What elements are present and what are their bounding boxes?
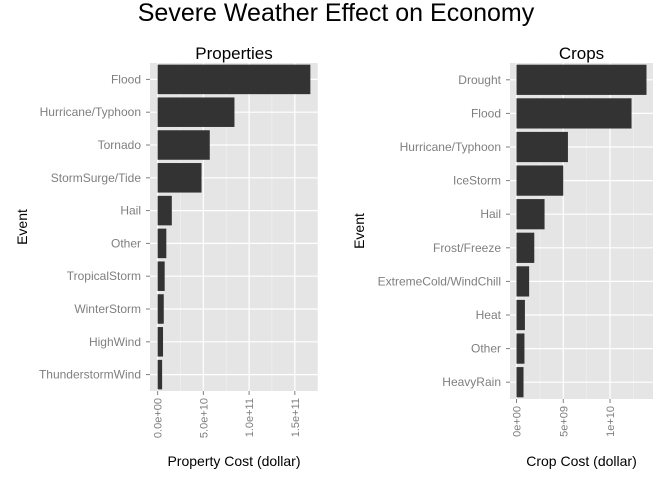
x-axis-title: Crop Cost (dollar) bbox=[526, 453, 636, 469]
category-label: WinterStorm bbox=[74, 302, 141, 316]
category-label: ThunderstormWind bbox=[39, 368, 141, 382]
category-label: Flood bbox=[471, 106, 501, 120]
bar-0-6 bbox=[157, 261, 165, 291]
category-label: Hurricane/Typhoon bbox=[400, 140, 501, 154]
category-label: TropicalStorm bbox=[67, 269, 141, 283]
bar-0-1 bbox=[157, 97, 235, 127]
category-label: Frost/Freeze bbox=[433, 241, 501, 255]
x-tick-label: 1.5e+11 bbox=[290, 398, 302, 437]
category-label: StormSurge/Tide bbox=[51, 171, 142, 185]
category-label: Heat bbox=[476, 308, 502, 322]
bar-1-2 bbox=[516, 131, 568, 163]
bar-1-9 bbox=[516, 367, 524, 398]
bar-1-6 bbox=[516, 266, 530, 297]
category-label: HeavyRain bbox=[442, 375, 501, 389]
bar-1-8 bbox=[516, 333, 525, 364]
bar-1-5 bbox=[516, 232, 535, 263]
category-label: IceStorm bbox=[453, 174, 501, 188]
bar-0-2 bbox=[157, 130, 210, 160]
x-tick-label: 0e+00 bbox=[512, 406, 524, 437]
x-tick-label: 1.0e+11 bbox=[244, 398, 256, 437]
bar-0-8 bbox=[157, 327, 164, 357]
x-tick-label: 5.0e+10 bbox=[198, 398, 210, 438]
category-label: HighWind bbox=[89, 335, 141, 349]
bar-1-1 bbox=[516, 98, 632, 129]
category-label: Flood bbox=[111, 72, 141, 86]
category-label: Other bbox=[111, 236, 141, 250]
x-tick-label: 0.0e+00 bbox=[153, 398, 165, 438]
bar-1-3 bbox=[516, 165, 564, 196]
category-label: Other bbox=[471, 342, 501, 356]
category-label: Hail bbox=[480, 207, 501, 221]
bar-0-3 bbox=[157, 163, 202, 193]
bar-1-4 bbox=[516, 199, 545, 230]
panel-title: Crops bbox=[559, 44, 604, 63]
y-axis-title: Event bbox=[351, 213, 367, 249]
x-tick-label: 5e+09 bbox=[558, 406, 570, 437]
bar-0-7 bbox=[157, 294, 164, 324]
bar-0-0 bbox=[157, 64, 311, 95]
panel-title: Properties bbox=[195, 44, 272, 63]
category-label: Hurricane/Typhoon bbox=[40, 105, 141, 119]
category-label: Drought bbox=[458, 73, 501, 87]
category-label: Tornado bbox=[98, 138, 142, 152]
bar-0-9 bbox=[157, 359, 163, 390]
figure-title: Severe Weather Effect on Economy bbox=[138, 0, 535, 27]
category-label: Hail bbox=[120, 204, 141, 218]
bar-1-7 bbox=[516, 299, 525, 331]
bar-1-0 bbox=[516, 64, 647, 95]
x-tick-label: 1e+10 bbox=[605, 406, 617, 437]
bar-0-4 bbox=[157, 195, 172, 226]
bar-0-5 bbox=[157, 228, 167, 259]
y-axis-title: Event bbox=[14, 209, 30, 245]
category-label: ExtremeCold/WindChill bbox=[378, 274, 501, 288]
x-axis-title: Property Cost (dollar) bbox=[167, 453, 300, 469]
